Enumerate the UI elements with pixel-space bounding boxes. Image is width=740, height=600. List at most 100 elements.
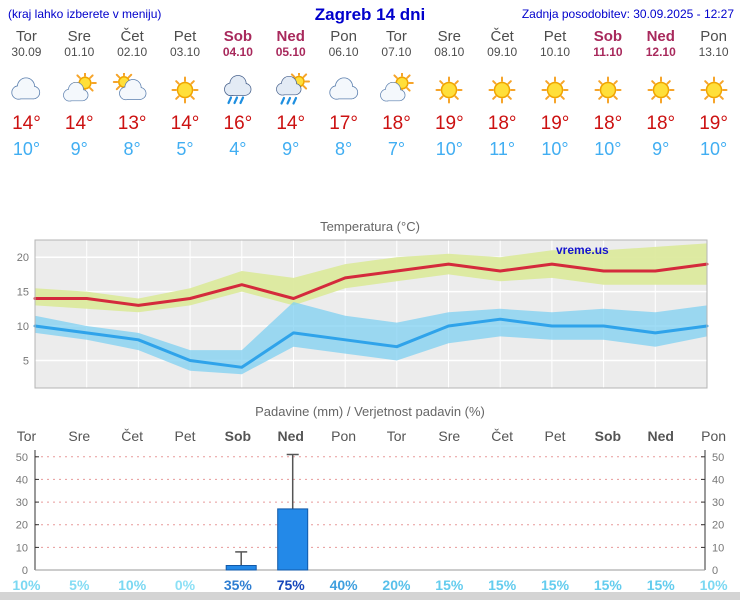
precip-day-label: Pet <box>544 428 566 444</box>
min-temperature-line <box>33 317 709 369</box>
precip-probability: 20% <box>382 577 411 593</box>
max-temperature: 14° <box>276 113 306 134</box>
day-name: Ned <box>646 28 675 45</box>
precip-probability: 75% <box>276 577 305 593</box>
horizontal-scrollbar[interactable] <box>0 592 740 600</box>
precip-probability: 10% <box>118 577 147 593</box>
min-temperature: 10° <box>435 139 463 159</box>
day-name: Sob <box>593 28 623 45</box>
day-date: 02.10 <box>117 45 148 59</box>
precipitation-chart-title: Padavine (mm) / Verjetnost padavin (%) <box>255 404 485 419</box>
day-date: 06.10 <box>328 45 359 59</box>
day-name: Čet <box>120 28 144 45</box>
precip-day-label: Tor <box>16 428 37 444</box>
precip-y-axis-label-left: 30 <box>16 497 28 509</box>
precip-y-axis-label-left: 40 <box>16 474 28 486</box>
forecast-day-column: Pet 10.10 19° 10° <box>529 28 582 159</box>
weather-icon-sun <box>423 73 476 107</box>
page-header: (kraj lahko izberete v meniju) Zagreb 14… <box>0 4 740 26</box>
precip-day-label: Sob <box>594 428 622 444</box>
max-temperature: 19° <box>540 113 570 134</box>
precip-y-axis-label-right: 40 <box>712 474 724 486</box>
precip-day-label: Sob <box>224 428 252 444</box>
forecast-day-column: Čet 09.10 18° 11° <box>476 28 529 159</box>
precip-probability: 15% <box>435 577 464 593</box>
precip-y-axis-label-right: 50 <box>712 452 724 464</box>
weather-icon-cloud-sun <box>106 73 159 107</box>
precip-y-axis-label-right: 20 <box>712 520 724 532</box>
precip-day-label: Ned <box>277 428 304 444</box>
min-temperature: 11° <box>489 139 516 159</box>
precip-bar <box>225 565 257 571</box>
day-name: Tor <box>386 28 407 45</box>
weather-icon-sun <box>529 73 582 107</box>
day-name: Ned <box>276 28 305 45</box>
weather-icon-sun <box>581 73 634 107</box>
forecast-day-column: Tor 30.09 14° 10° <box>0 28 53 159</box>
precip-probability: 15% <box>593 577 622 593</box>
day-name: Pet <box>173 28 197 45</box>
precip-day-label: Ned <box>647 428 674 444</box>
day-date: 01.10 <box>64 45 95 59</box>
precip-y-axis-label-right: 0 <box>712 565 718 576</box>
day-name: Pet <box>543 28 567 45</box>
day-date: 07.10 <box>381 45 412 59</box>
precip-day-label: Tor <box>386 428 407 444</box>
min-temperature: 10° <box>699 139 728 159</box>
max-temperature: 13° <box>117 113 147 134</box>
temp-y-axis-label: 10 <box>17 321 29 333</box>
day-date: 05.10 <box>275 45 306 59</box>
precip-probability: 35% <box>223 577 252 593</box>
day-name: Pon <box>330 28 357 45</box>
min-temperature-range-band <box>35 302 707 375</box>
page-title: Zagreb 14 dni <box>314 5 426 24</box>
precip-day-label: Pet <box>174 428 196 444</box>
min-temperature: 10° <box>541 139 569 159</box>
precip-probability: 15% <box>488 577 517 593</box>
forecast-day-column: Sob 11.10 18° 10° <box>581 28 634 159</box>
forecast-day-column: Sob 04.10 16° 4° <box>211 28 264 159</box>
day-name: Pon <box>700 28 727 45</box>
precipitation-chart: 0 0 10 10 20 20 30 30 40 40 50 50 <box>16 450 724 576</box>
day-name: Sre <box>437 28 461 45</box>
min-temperature: 4° <box>229 139 247 159</box>
max-temperature: 14° <box>170 113 200 134</box>
max-temperature: 19° <box>434 113 464 134</box>
min-temperature: 10° <box>594 139 622 159</box>
precip-day-label: Pon <box>701 428 727 444</box>
precip-y-axis-label-right: 30 <box>712 497 724 509</box>
precip-day-label: Pon <box>331 428 357 444</box>
precip-y-axis-label-left: 10 <box>16 542 28 554</box>
weather-icon-sun <box>687 73 740 107</box>
forecast-day-column: Sre 08.10 19° 10° <box>423 28 476 159</box>
min-temperature: 9° <box>70 139 88 159</box>
precip-day-label: Sre <box>438 428 461 444</box>
max-temperature: 18° <box>646 113 676 134</box>
min-temperature: 7° <box>387 139 406 159</box>
day-date: 09.10 <box>487 45 518 59</box>
precip-probability: 40% <box>329 577 358 593</box>
min-temperature: 8° <box>334 139 353 159</box>
temperature-chart-title: Temperatura (°C) <box>320 219 420 234</box>
day-date: 30.09 <box>11 45 42 59</box>
watermark: vreme.us <box>556 243 609 257</box>
day-name: Čet <box>490 28 514 45</box>
day-date: 12.10 <box>645 45 676 59</box>
forecast-day-column: Čet 02.10 13° 8° <box>106 28 159 159</box>
day-date: 11.10 <box>593 45 623 59</box>
weather-icon-sun <box>476 73 529 107</box>
precip-bar <box>277 508 309 571</box>
precip-day-label: Sre <box>68 428 91 444</box>
max-temperature: 19° <box>699 113 728 134</box>
forecast-day-column: Pon 06.10 17° 8° <box>317 28 370 159</box>
forecast-day-column: Ned 05.10 14° 9° <box>264 28 317 159</box>
forecast-day-column: Pet 03.10 14° 5° <box>159 28 212 159</box>
day-date: 13.10 <box>698 45 729 59</box>
precip-y-axis-label-left: 0 <box>22 565 28 576</box>
weather-icon-sun <box>634 73 687 107</box>
day-name: Sob <box>223 28 253 45</box>
weather-icon-rain <box>211 73 264 107</box>
menu-hint-text: (kraj lahko izberete v meniju) <box>8 7 162 21</box>
max-temperature: 14° <box>64 113 94 134</box>
forecast-day-column: Sre 01.10 14° 9° <box>53 28 106 159</box>
